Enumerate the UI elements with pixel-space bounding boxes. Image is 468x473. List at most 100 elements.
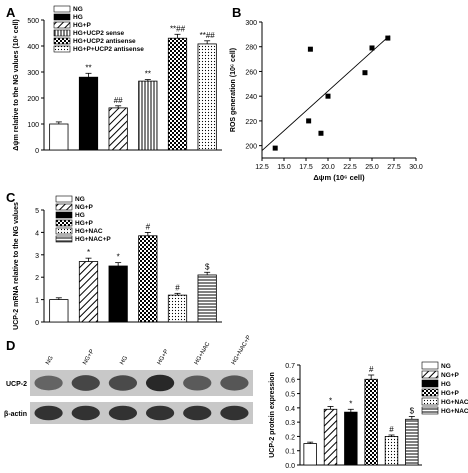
legend-swatch bbox=[53, 29, 71, 37]
legend-entry: HG+NAC+P bbox=[441, 408, 468, 415]
bar bbox=[303, 443, 317, 466]
scatter-point bbox=[362, 70, 368, 76]
legend-entry: HG+UCP2 sense bbox=[73, 30, 125, 37]
legend-entry: HG+P bbox=[73, 22, 92, 29]
y-tick-label: 3 bbox=[35, 253, 39, 260]
y-tick-label: 0.3 bbox=[285, 420, 295, 427]
x-tick-label: 17.5 bbox=[299, 164, 313, 171]
scatter-point bbox=[385, 35, 391, 41]
blot-band bbox=[71, 405, 100, 421]
blot-strip bbox=[30, 402, 253, 424]
y-tick-label: 4 bbox=[35, 230, 39, 237]
legend-entry: HG bbox=[441, 381, 451, 388]
scatter-point bbox=[272, 145, 278, 151]
bar bbox=[167, 294, 188, 323]
scatter-point bbox=[318, 130, 324, 136]
significance-mark: ** bbox=[145, 70, 151, 79]
legend-swatch bbox=[421, 379, 439, 388]
panel-label-a: A bbox=[6, 5, 16, 20]
lane-label: HG+NAC+P bbox=[231, 335, 253, 366]
y-tick-label: 400 bbox=[27, 44, 39, 51]
blot-band bbox=[145, 405, 175, 421]
legend-entry: HG+P+UCP2 antisense bbox=[73, 46, 144, 53]
scatter-point bbox=[306, 118, 312, 124]
legend-entry: HG+UCP2 antisense bbox=[73, 38, 136, 45]
western-blot: NG NG+P HG HG+P HG+NAC HG+NAC+P UCP-2 β-actin bbox=[4, 335, 253, 424]
scatter-point bbox=[325, 93, 331, 99]
significance-mark: $ bbox=[410, 406, 415, 415]
blot-band bbox=[183, 405, 212, 421]
bar bbox=[49, 299, 69, 323]
lane-label: HG+NAC bbox=[194, 341, 212, 366]
legend-swatch bbox=[55, 235, 73, 243]
x-axis-title: Δψm (10⁶ cell) bbox=[313, 173, 365, 182]
lane-label: NG bbox=[45, 355, 55, 366]
bar bbox=[197, 274, 217, 323]
x-tick-label: 22.5 bbox=[343, 164, 357, 171]
bar bbox=[323, 408, 338, 466]
legend-swatch bbox=[421, 370, 439, 379]
significance-mark: * bbox=[117, 253, 120, 262]
y-tick-label: 5 bbox=[35, 208, 39, 215]
regression-line bbox=[261, 35, 390, 151]
blot-band bbox=[34, 375, 63, 391]
bar bbox=[405, 418, 419, 466]
y-tick-label: 200 bbox=[27, 96, 39, 103]
significance-mark: **## bbox=[170, 24, 186, 33]
bar bbox=[78, 76, 99, 151]
panel-label-c: C bbox=[6, 190, 16, 205]
legend-entry: NG+P bbox=[441, 372, 460, 379]
chart-a: 0 100 200 300 400 500 Δψm relative to the NG v… bbox=[13, 5, 222, 155]
lane-label: NG+P bbox=[82, 349, 95, 366]
blot-band bbox=[108, 405, 138, 421]
blot-band bbox=[220, 375, 249, 391]
y-tick-label: 0.5 bbox=[285, 392, 295, 399]
bar bbox=[78, 261, 99, 323]
legend-entry: HG bbox=[73, 14, 83, 21]
significance-mark: * bbox=[329, 396, 332, 405]
legend-entry: HG+P bbox=[75, 220, 94, 227]
blot-band bbox=[108, 375, 138, 391]
legend-swatch bbox=[53, 45, 71, 53]
y-tick-label: 300 bbox=[27, 70, 39, 77]
significance-mark: # bbox=[389, 425, 394, 434]
significance-mark: # bbox=[146, 222, 151, 231]
y-tick-label: 0.6 bbox=[285, 377, 295, 384]
significance-mark: # bbox=[175, 283, 180, 292]
y-tick-label: 500 bbox=[27, 18, 39, 25]
significance-mark: ** bbox=[85, 63, 91, 72]
bar bbox=[108, 107, 128, 151]
y-tick-label: 260 bbox=[245, 69, 257, 76]
y-tick-label: 1 bbox=[35, 298, 39, 305]
legend-entry: HG+P bbox=[441, 390, 460, 397]
x-tick-label: 27.5 bbox=[387, 164, 401, 171]
significance-mark: $ bbox=[205, 262, 210, 271]
legend-entry: HG+NAC bbox=[75, 228, 103, 235]
significance-mark: # bbox=[369, 365, 374, 374]
legend-swatch bbox=[53, 37, 71, 45]
legend-swatch bbox=[421, 388, 439, 397]
y-tick-label: 0.0 bbox=[285, 463, 295, 470]
y-tick-label: 0.7 bbox=[285, 363, 295, 370]
legend-swatch bbox=[421, 397, 439, 406]
x-tick-label: 20.0 bbox=[321, 164, 335, 171]
bar bbox=[138, 235, 158, 323]
bar bbox=[197, 43, 217, 151]
panel-label-d: D bbox=[6, 338, 15, 353]
y-tick-label: 0.4 bbox=[285, 406, 295, 413]
legend-entry: HG bbox=[75, 212, 85, 219]
blot-band bbox=[34, 405, 63, 421]
legend-swatch bbox=[53, 21, 71, 29]
y-tick-label: 100 bbox=[27, 122, 39, 129]
y-tick-label: 200 bbox=[245, 144, 257, 151]
chart-b: 200 220 240 260 280 300 12.5 15.0 17.5 20.0 22.5 25… bbox=[230, 20, 423, 182]
y-axis-title: Δψm relative to the NG values (10⁶ cell) bbox=[13, 19, 20, 150]
significance-mark: ## bbox=[114, 96, 123, 105]
y-tick-label: 300 bbox=[245, 20, 257, 27]
y-tick-label: 220 bbox=[245, 119, 257, 126]
chart-d: 0.0 0.1 0.2 0.3 0.4 0.5 0.6 0.7 UCP-2 protein ex… bbox=[269, 361, 468, 470]
legend-swatch bbox=[53, 13, 71, 21]
y-tick-label: 0 bbox=[35, 148, 39, 155]
blot-band bbox=[220, 405, 249, 421]
